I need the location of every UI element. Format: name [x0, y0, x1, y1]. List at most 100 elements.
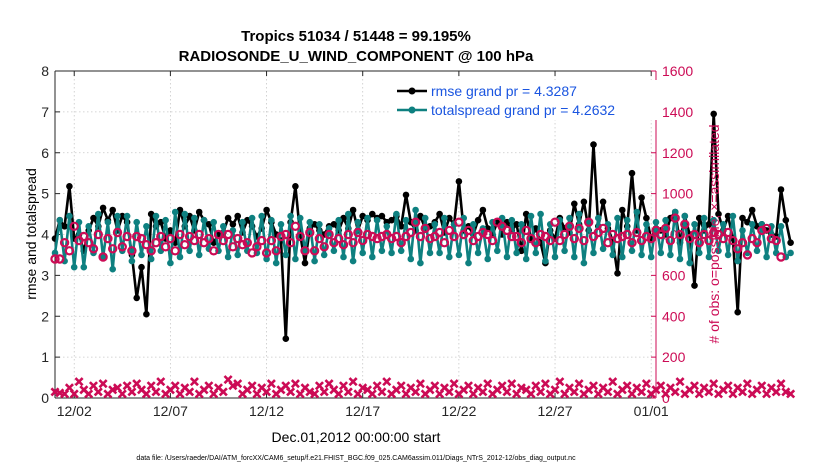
- of-obs-assimilated-marker: [189, 377, 199, 387]
- totalspread-grand-pr-4-2632-point: [787, 249, 794, 257]
- of-obs-possible-marker: [420, 223, 430, 234]
- of-obs-assimilated-marker-stroke-b: [622, 381, 632, 391]
- totalspread-grand-pr-4-2632-point: [590, 249, 597, 257]
- totalspread-grand-pr-4-2632-point: [345, 210, 352, 218]
- totalspread-grand-pr-4-2632-point: [431, 221, 439, 228]
- totalspread-grand-pr-4-2632-point: [657, 249, 665, 257]
- of-obs-assimilated-marker-stroke-b: [132, 379, 142, 389]
- totalspread-grand-pr-4-2632-point: [571, 253, 578, 261]
- of-obs-assimilated-marker: [742, 379, 752, 389]
- totalspread-grand-pr-4-2632-point: [710, 216, 717, 224]
- totalspread-grand-pr-4-2632-point: [330, 247, 338, 255]
- of-obs-possible-marker: [338, 239, 349, 250]
- of-obs-possible-marker: [247, 248, 257, 258]
- of-obs-assimilated-marker-stroke-b: [204, 381, 214, 391]
- y2-tick-label: 1000: [662, 186, 693, 202]
- of-obs-assimilated-marker: [738, 387, 748, 397]
- totalspread-grand-pr-4-2632-point: [402, 216, 410, 224]
- rmse-grand-pr-4-3287-point: [229, 221, 237, 228]
- of-obs-assimilated-marker-stroke-b: [738, 387, 748, 397]
- of-obs-assimilated-marker-stroke-b: [781, 387, 791, 397]
- of-obs-possible-marker: [218, 235, 228, 246]
- rmse-grand-pr-4-3287-point: [436, 210, 443, 218]
- of-obs-assimilated-marker: [266, 379, 276, 389]
- totalspread-grand-pr-4-2632-point: [647, 253, 655, 261]
- rmse-grand-pr-4-3287-point: [263, 206, 270, 214]
- of-obs-possible-marker: [271, 246, 281, 256]
- totalspread-grand-pr-4-2632-point: [200, 216, 208, 224]
- of-obs-assimilated-marker-stroke-b: [377, 387, 387, 397]
- totalspread-grand-pr-4-2632-point: [80, 263, 88, 271]
- of-obs-possible-marker: [550, 217, 560, 227]
- of-obs-assimilated-marker: [290, 379, 300, 389]
- totalspread-grand-pr-4-2632-point: [522, 255, 530, 263]
- totalspread-grand-pr-4-2632-point: [373, 216, 381, 224]
- of-obs-assimilated-marker: [516, 383, 526, 393]
- rmse-grand-pr-4-3287-point: [513, 221, 520, 228]
- rmse-grand-pr-4-3287-point: [777, 186, 785, 193]
- of-obs-possible-marker: [112, 227, 123, 238]
- of-obs-possible-marker: [122, 231, 132, 242]
- of-obs-possible-marker: [733, 244, 743, 254]
- y2-tick-label: 1600: [662, 63, 693, 79]
- of-obs-assimilated-marker-stroke-b: [786, 389, 796, 399]
- of-obs-assimilated-marker-stroke-b: [233, 379, 243, 389]
- of-obs-possible-marker: [194, 229, 204, 240]
- of-obs-assimilated-marker: [574, 379, 584, 389]
- of-obs-assimilated-marker: [141, 389, 151, 399]
- of-obs-assimilated-marker-stroke-b: [430, 381, 440, 391]
- of-obs-assimilated-marker-stroke-b: [675, 377, 685, 387]
- of-obs-assimilated-marker: [117, 389, 127, 399]
- totalspread-grand-pr-4-2632-point: [349, 257, 357, 265]
- of-obs-assimilated-marker: [310, 389, 320, 399]
- of-obs-assimilated-marker-stroke-b: [776, 379, 786, 389]
- y2-axis-label: # of obs: o=possible; ×=assimilated: [706, 124, 722, 343]
- of-obs-possible-marker: [180, 239, 190, 250]
- of-obs-assimilated-marker-stroke-b: [348, 377, 358, 387]
- of-obs-possible-marker: [463, 225, 474, 236]
- rmse-grand-pr-4-3287-point: [638, 194, 645, 201]
- of-obs-possible-marker: [449, 231, 459, 242]
- totalspread-grand-pr-4-2632-point: [162, 216, 169, 224]
- of-obs-assimilated-marker-stroke-b: [598, 383, 608, 393]
- of-obs-assimilated-marker: [151, 387, 161, 397]
- of-obs-possible-marker: [377, 231, 387, 242]
- of-obs-possible-marker: [189, 235, 200, 246]
- of-obs-assimilated-marker: [170, 381, 180, 391]
- totalspread-grand-pr-4-2632-point: [551, 253, 559, 261]
- totalspread-grand-pr-4-2632-point: [306, 218, 314, 226]
- totalspread-grand-pr-4-2632-point: [412, 206, 419, 214]
- of-obs-possible-marker: [261, 248, 272, 258]
- rmse-grand-pr-4-3287-point: [580, 198, 588, 206]
- of-obs-assimilated-marker: [108, 385, 118, 395]
- x-tick-label: 01/01: [634, 403, 669, 419]
- x-axis-label: Dec.01,2012 00:00:00 start: [272, 429, 441, 445]
- of-obs-assimilated-marker: [69, 389, 79, 399]
- totalspread-grand-pr-4-2632-point: [171, 208, 179, 216]
- totalspread-grand-pr-4-2632-point: [85, 223, 92, 230]
- rmse-grand-pr-4-3287-point: [446, 214, 453, 222]
- of-obs-possible-marker: [483, 229, 493, 240]
- of-obs-assimilated-marker-stroke-b: [372, 381, 382, 391]
- totalspread-grand-pr-4-2632-point: [436, 249, 443, 257]
- totalspread-grand-pr-4-2632-point: [474, 249, 482, 257]
- of-obs-assimilated-marker: [93, 387, 103, 397]
- of-obs-assimilated-marker: [536, 387, 546, 397]
- of-obs-possible-marker: [675, 229, 685, 240]
- rmse-grand-pr-4-3287-point: [349, 206, 357, 214]
- of-obs-possible-marker: [170, 246, 180, 256]
- of-obs-assimilated-marker: [526, 389, 536, 399]
- y2-tick-label: 1400: [662, 104, 693, 120]
- totalspread-grand-pr-4-2632-point: [561, 247, 568, 255]
- of-obs-possible-marker: [146, 246, 156, 256]
- totalspread-grand-pr-4-2632-point: [763, 253, 770, 261]
- of-obs-possible-marker: [689, 229, 700, 240]
- of-obs-possible-marker: [487, 235, 498, 246]
- rmse-grand-pr-4-3287-point: [696, 214, 703, 222]
- rmse-grand-pr-4-3287-point: [479, 206, 487, 214]
- totalspread-grand-pr-4-2632-point: [595, 214, 602, 222]
- rmse-grand-pr-4-3287-point: [691, 282, 698, 289]
- of-obs-assimilated-marker: [84, 389, 94, 399]
- chart-title: Tropics 51034 / 51448 = 99.195%: [241, 28, 471, 45]
- rmse-grand-pr-4-3287-point: [282, 335, 290, 343]
